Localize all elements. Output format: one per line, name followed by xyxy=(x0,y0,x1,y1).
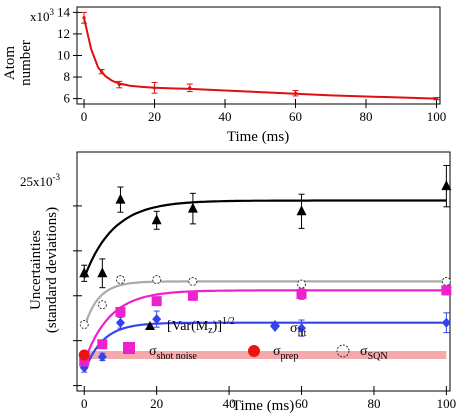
atom-number-point xyxy=(100,70,104,74)
top-y-axis-label-line1: Atom xyxy=(2,46,18,81)
sigma-sqn-point xyxy=(188,276,198,286)
sigma-shot-noise-point xyxy=(79,356,90,367)
legend-sigma-sqn-label: σSQN xyxy=(360,344,388,362)
bottom-x-tick-label: 60 xyxy=(295,396,308,411)
atom-number-point xyxy=(117,83,121,87)
legend-item-sigma-prep: σprep xyxy=(248,344,298,362)
sigma-shot-noise-point xyxy=(97,339,108,350)
top-y-tick-label: 12 xyxy=(57,26,70,41)
top-y-tick-label: 10 xyxy=(57,48,70,63)
sigma-shot-noise-fit-line xyxy=(83,289,447,363)
atom-number-point xyxy=(293,91,298,95)
legend-sigma-prep-label: σprep xyxy=(273,344,298,362)
bottom-y-exponent: -3 xyxy=(53,172,61,182)
top-data-marks xyxy=(81,11,440,101)
var-mz-point xyxy=(97,267,108,278)
uncertainties-panel: 25x10-3 Uncertainties (standard deviatio… xyxy=(20,151,456,414)
top-y-axis-label-line2: number xyxy=(18,40,34,86)
bottom-x-tick-label: 80 xyxy=(367,396,380,411)
top-y-exponent-label: x103 xyxy=(30,7,55,24)
sigma-sqn-point xyxy=(115,275,125,285)
top-y-tick-label: 14 xyxy=(57,4,71,19)
sigma-sqn-point xyxy=(441,276,451,286)
top-x-ticks: 0 20 40 60 80 100 xyxy=(81,99,446,124)
sigma-fit-point xyxy=(441,317,451,328)
legend-item-var-mz: [Var(Mz)]1/2 xyxy=(145,316,235,336)
legend-sigma-fit-label: σfit xyxy=(290,321,307,339)
sigma-shot-noise-point xyxy=(115,306,126,317)
sigma-shot-noise-point xyxy=(151,296,162,307)
var-mz-point xyxy=(296,205,307,216)
top-x-tick-label: 60 xyxy=(289,109,302,124)
sigma-sqn-point xyxy=(297,279,307,289)
sigma-sqn-point xyxy=(97,300,107,310)
legend-filled-circle-marker xyxy=(248,345,260,357)
bottom-x-tick-label: 100 xyxy=(437,396,457,411)
sigma-prep-point xyxy=(78,349,90,361)
top-x-axis-label: Time (ms) xyxy=(227,129,289,145)
atom-number-point xyxy=(434,97,439,101)
top-y-tick-label: 8 xyxy=(64,69,71,84)
var-mz-point xyxy=(79,267,90,278)
sigma-shot-noise-point xyxy=(441,285,452,296)
top-x-tick-label: 0 xyxy=(81,109,88,124)
sigma-fit-point xyxy=(115,317,125,328)
bottom-x-tick-label: 0 xyxy=(81,396,88,411)
legend-diamond-marker xyxy=(270,320,280,332)
sigma-fit-point xyxy=(297,323,307,334)
top-y-tick-label: 6 xyxy=(64,91,71,106)
sigma-fit-point xyxy=(97,351,107,362)
legend-item-sigma-sqn: σSQN xyxy=(336,344,388,362)
atom-number-point xyxy=(188,86,192,90)
legend-open-circle-marker xyxy=(336,344,350,358)
top-x-tick-label: 20 xyxy=(148,109,161,124)
top-plot-frame xyxy=(76,6,441,105)
legend-item-sigma-fit: σfit xyxy=(270,320,307,339)
top-y-ticks: 6 8 10 12 14 xyxy=(57,4,82,106)
legend-triangle-marker xyxy=(145,321,155,330)
legend-var-mz-label: [Var(Mz)]1/2 xyxy=(167,316,235,336)
atom-number-point xyxy=(152,86,157,90)
var-mz-point xyxy=(441,180,452,191)
atom-number-fit-line xyxy=(83,17,437,100)
top-x-tick-label: 100 xyxy=(427,109,447,124)
sigma-fit-fit-line xyxy=(83,321,447,373)
bottom-x-tick-label: 40 xyxy=(223,396,236,411)
legend: [Var(Mz)]1/2 σfit σshot noise σprep σSQN xyxy=(123,316,388,362)
bottom-y-axis-label-line2: (standard deviations) xyxy=(44,207,60,333)
top-y-exponent: 3 xyxy=(50,7,55,17)
legend-item-sigma-shot-noise: σshot noise xyxy=(123,342,197,362)
var-mz-point xyxy=(115,193,126,204)
atom-number-point xyxy=(82,16,86,20)
bottom-plot-frame xyxy=(76,151,451,392)
bottom-x-ticks: 0 20 40 60 80 100 xyxy=(81,386,456,411)
sigma-shot-noise-point xyxy=(296,288,307,299)
sigma-sqn-point xyxy=(152,275,162,285)
sigma-sqn-point xyxy=(79,320,89,330)
bottom-x-tick-label: 20 xyxy=(150,396,163,411)
sigma-fit-point xyxy=(152,314,162,325)
top-x-tick-label: 80 xyxy=(359,109,372,124)
sigma-sqn-fit-line xyxy=(83,280,447,328)
top-x-tick-label: 40 xyxy=(219,109,232,124)
bottom-x-axis-label: Time (ms) xyxy=(232,398,294,414)
bottom-y-exponent-label: 25x10-3 xyxy=(20,172,60,189)
bottom-y-axis-label-line1: Uncertainties xyxy=(28,230,44,310)
atom-number-panel: x103 Atom number 0 20 40 60 80 100 6 8 10 12 14 T… xyxy=(2,4,446,145)
bottom-data-marks xyxy=(78,164,452,373)
var-mz-fit-line xyxy=(83,199,447,279)
var-mz-point xyxy=(151,214,162,225)
legend-sigma-shot-noise-label: σshot noise xyxy=(149,344,197,362)
legend-square-marker xyxy=(123,342,135,354)
sigma-shot-noise-point xyxy=(187,290,198,301)
bottom-y-ticks xyxy=(73,205,82,387)
var-mz-point xyxy=(187,202,198,213)
